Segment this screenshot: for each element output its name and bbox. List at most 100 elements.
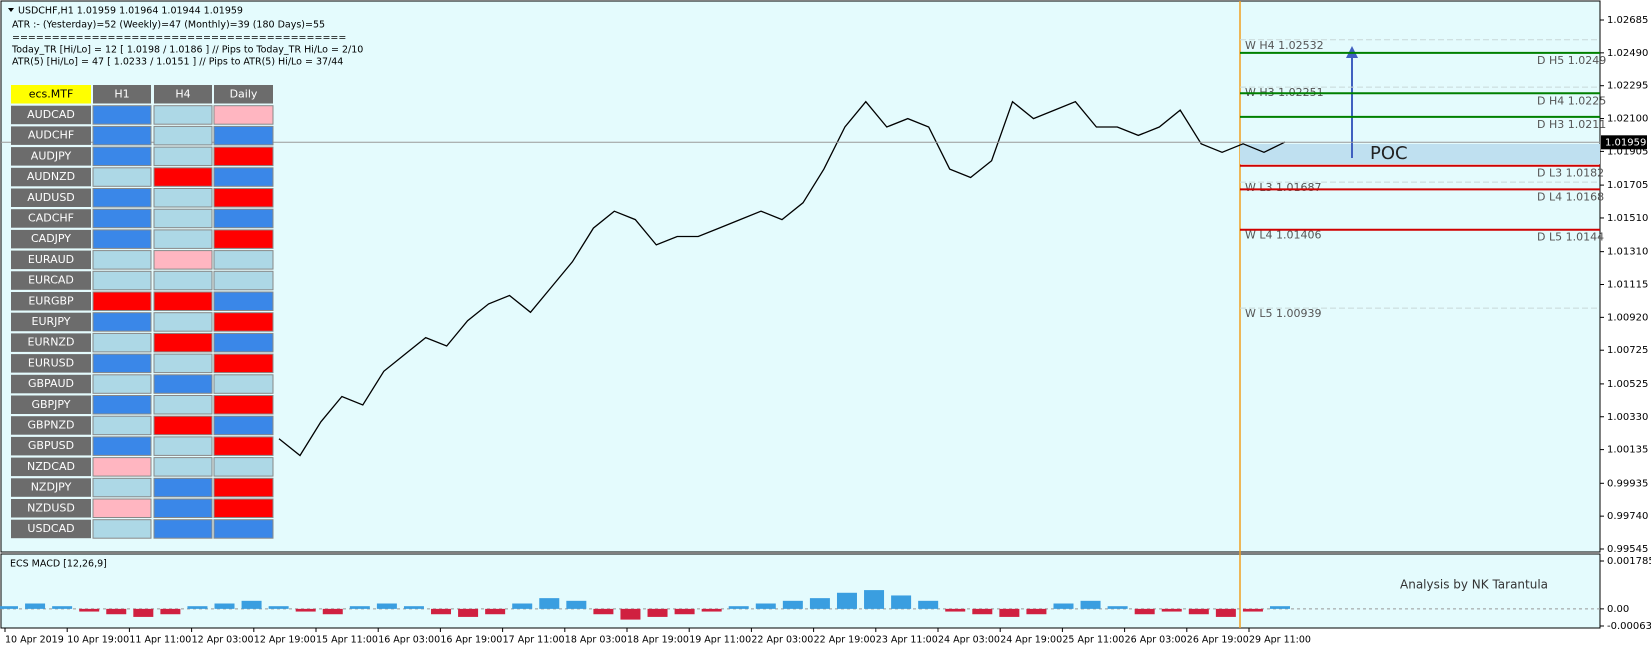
poc-zone: [1240, 144, 1600, 164]
macd-bar: [836, 592, 857, 609]
x-tick-label: 10 Apr 2019: [5, 635, 64, 646]
x-tick-label: 22 Apr 03:00: [751, 635, 813, 646]
symbol-label: EURNZD: [28, 336, 75, 349]
symbol-cell: [11, 312, 91, 332]
x-tick-label: 22 Apr 19:00: [814, 635, 876, 646]
symbol-label: EURGBP: [28, 294, 74, 307]
y-tick-label: 0.99545: [1607, 544, 1648, 555]
signal-cell: [92, 332, 152, 353]
signal-cell: [213, 395, 274, 415]
signal-cell: [213, 105, 274, 125]
symbol-cell: [11, 457, 91, 477]
y-tick-label: 0.99740: [1607, 511, 1648, 522]
symbol-label: NZDJPY: [31, 481, 72, 494]
macd-tick-label: 0.0017853: [1607, 556, 1651, 567]
weekly-level-label: W H4 1.02532: [1245, 39, 1324, 52]
macd-bar: [1134, 608, 1155, 615]
signal-cell: [92, 291, 152, 311]
signal-cell: [92, 353, 152, 374]
macd-bar: [1080, 600, 1101, 609]
x-tick-label: 12 Apr 19:00: [254, 635, 316, 646]
today-tr-line: Today_TR [Hi/Lo] = 12 [ 1.0198 / 1.0186 …: [11, 45, 363, 56]
signal-cell: [92, 374, 152, 394]
macd-bar: [458, 608, 479, 617]
x-tick-label: 25 Apr 11:00: [1062, 635, 1124, 646]
symbol-cell: [11, 395, 91, 414]
symbol-label: GBPNZD: [28, 418, 75, 431]
signal-cell: [92, 415, 152, 436]
signal-cell: [213, 436, 274, 456]
symbol-cell: [11, 167, 91, 187]
symbol-cell: [11, 519, 91, 539]
signal-cell: [213, 146, 274, 167]
atr-line: ATR :- (Yesterday)=52 (Weekly)=47 (Month…: [12, 20, 325, 31]
macd-bar: [512, 603, 533, 609]
symbol-label: AUDCAD: [27, 108, 75, 121]
macd-bar: [999, 608, 1020, 617]
macd-bar: [1270, 606, 1290, 609]
x-tick-label: 26 Apr 03:00: [1125, 635, 1187, 646]
macd-bar: [620, 608, 641, 620]
x-tick-label: 23 Apr 11:00: [876, 635, 938, 646]
current-price-label: 1.01959: [1605, 137, 1646, 148]
macd-bar: [241, 600, 262, 609]
symbol-cell: [11, 416, 91, 435]
signal-cell: [92, 188, 152, 208]
signal-cell: [213, 250, 274, 270]
weekly-level-label: W L3 1.01687: [1245, 181, 1321, 194]
symbol-label: EURAUD: [28, 253, 74, 266]
table-header: ecs.MTF: [29, 87, 74, 100]
separator-line: ========================================…: [12, 33, 346, 44]
signal-cell: [92, 208, 152, 229]
macd-bar: [782, 600, 803, 609]
signal-cell: [92, 270, 152, 291]
signal-cell: [213, 415, 274, 436]
macd-bar: [864, 590, 885, 609]
macd-bar: [133, 608, 154, 617]
signal-cell: [213, 208, 274, 229]
y-tick-label: 1.01705: [1607, 180, 1648, 191]
macd-bar: [79, 608, 100, 612]
x-tick-label: 18 Apr 19:00: [627, 635, 689, 646]
signal-cell: [92, 395, 152, 415]
macd-bar: [1026, 608, 1047, 615]
macd-bar: [1053, 603, 1074, 609]
macd-bar: [322, 608, 343, 615]
signal-cell: [153, 415, 213, 436]
dropdown-icon: [8, 8, 14, 12]
signal-cell: [153, 125, 213, 146]
signal-cell: [213, 167, 274, 187]
x-tick-label: 19 Apr 11:00: [689, 635, 751, 646]
symbol-cell: [11, 250, 91, 270]
x-tick-label: 12 Apr 03:00: [192, 635, 254, 646]
macd-tick-label: -0.000639: [1607, 621, 1651, 632]
signal-cell: [153, 332, 213, 353]
symbol-cell: [11, 292, 91, 311]
macd-bar: [349, 606, 370, 609]
table-header: H1: [114, 87, 129, 100]
symbol-label: AUDCHF: [28, 129, 74, 142]
macd-bar: [918, 600, 939, 609]
credit: Analysis by NK Tarantula: [1400, 578, 1548, 592]
x-tick-label: 26 Apr 19:00: [1187, 635, 1249, 646]
y-tick-label: 1.01310: [1607, 247, 1648, 258]
signal-cell: [92, 167, 152, 187]
signal-cell: [213, 519, 274, 539]
macd-bar: [403, 606, 424, 609]
signal-cell: [153, 146, 213, 167]
table-header-cell: [11, 85, 91, 104]
signal-cell: [153, 477, 213, 498]
symbol-label: EURCAD: [28, 274, 74, 287]
y-tick-label: 1.00725: [1607, 345, 1648, 356]
macd-bar: [593, 608, 614, 615]
price-line: [278, 100, 1286, 457]
macd-bar: [25, 603, 46, 609]
macd-bar: [566, 600, 587, 609]
signal-cell: [153, 498, 213, 518]
x-tick-label: 17 Apr 11:00: [503, 635, 565, 646]
signal-cell: [92, 146, 152, 167]
signal-cell: [92, 436, 152, 456]
symbol-label: EURUSD: [28, 356, 74, 369]
symbol-label: AUDNZD: [27, 170, 75, 183]
